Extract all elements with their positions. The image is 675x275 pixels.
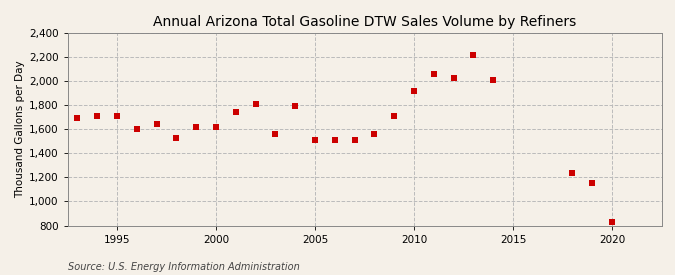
- Point: [349, 138, 360, 142]
- Point: [448, 75, 459, 80]
- Point: [171, 136, 182, 140]
- Point: [488, 78, 499, 82]
- Point: [211, 125, 221, 129]
- Point: [290, 104, 300, 109]
- Point: [408, 89, 419, 93]
- Point: [111, 114, 122, 118]
- Point: [230, 110, 241, 115]
- Point: [250, 102, 261, 106]
- Point: [587, 181, 597, 186]
- Point: [369, 132, 380, 136]
- Point: [429, 72, 439, 76]
- Point: [151, 122, 162, 127]
- Point: [270, 132, 281, 136]
- Y-axis label: Thousand Gallons per Day: Thousand Gallons per Day: [15, 60, 25, 198]
- Point: [607, 220, 618, 224]
- Point: [310, 138, 321, 142]
- Point: [72, 116, 83, 121]
- Title: Annual Arizona Total Gasoline DTW Sales Volume by Refiners: Annual Arizona Total Gasoline DTW Sales …: [153, 15, 576, 29]
- Point: [329, 138, 340, 142]
- Point: [567, 170, 578, 175]
- Point: [191, 125, 202, 129]
- Point: [92, 114, 103, 118]
- Text: Source: U.S. Energy Information Administration: Source: U.S. Energy Information Administ…: [68, 262, 299, 272]
- Point: [389, 114, 400, 118]
- Point: [132, 127, 142, 131]
- Point: [468, 53, 479, 57]
